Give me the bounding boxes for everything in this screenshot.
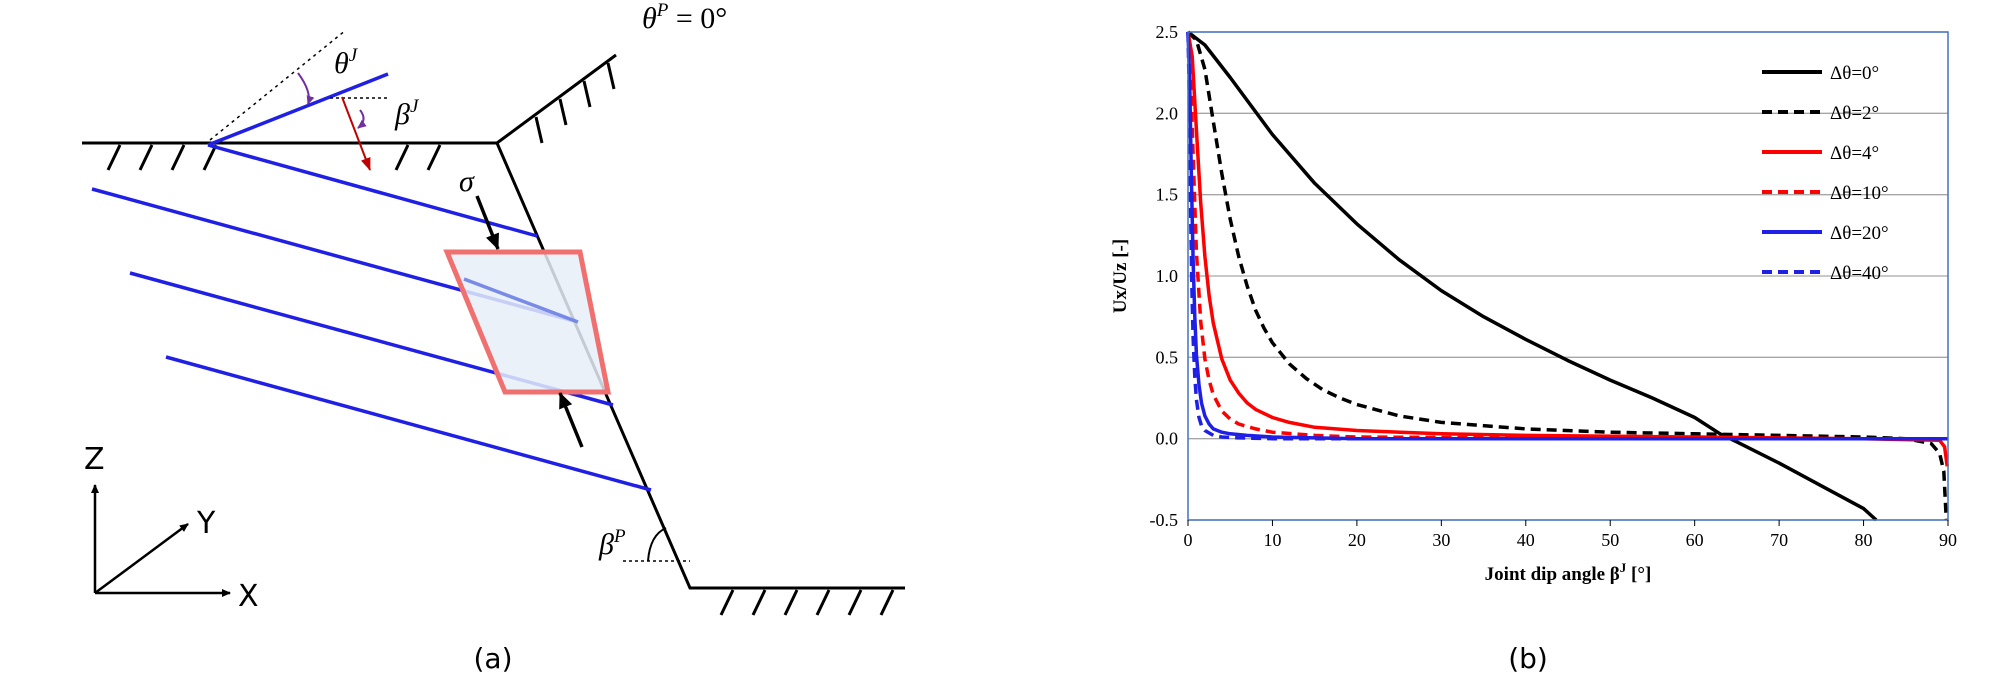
theta-j-superscript: J	[349, 45, 359, 66]
x-tick-label: 10	[1263, 530, 1281, 550]
y-tick-label: 1.5	[1156, 185, 1179, 205]
normal-vector-arrow	[341, 96, 371, 171]
x-tick-label: 30	[1432, 530, 1450, 550]
x-tick-label: 90	[1939, 530, 1957, 550]
x-axis-label-superscript: J	[1620, 560, 1627, 575]
x-tick-label: 60	[1686, 530, 1704, 550]
panel-a-caption: (a)	[473, 642, 512, 675]
stress-arrow-bottom	[558, 392, 584, 448]
axis-x-label: X	[238, 579, 259, 614]
legend-label: Δθ=10°	[1830, 183, 1889, 204]
ground-hatching	[106, 62, 895, 616]
rock-element	[443, 249, 612, 395]
x-tick-label: 70	[1770, 530, 1788, 550]
series-line-2	[1186, 31, 1949, 467]
y-tick-label: 2.0	[1156, 103, 1179, 123]
theta-p-superscript: P	[656, 0, 669, 21]
line-chart: -0.5 0.0 0.5 1.0 1.5 2.0 2.5 0 10 20 30 40 50 60 70 80…	[1110, 22, 1957, 675]
x-tick-label: 0	[1184, 530, 1193, 550]
theta-p-symbol: θ	[642, 2, 657, 35]
slope-schematic: σ θJ βJ θP = 0° βP Z Y X (a)	[82, 0, 905, 675]
svg-text:θJ: θJ	[334, 45, 359, 80]
legend-label: Δθ=0°	[1830, 63, 1879, 84]
sigma-label: σ	[459, 165, 475, 198]
y-tick-label: 0.5	[1156, 347, 1179, 367]
y-tick-label: 1.0	[1156, 266, 1179, 286]
x-tick-label: 20	[1348, 530, 1366, 550]
y-tick-label: 0.0	[1156, 429, 1179, 449]
y-tick-label: -0.5	[1150, 510, 1179, 530]
theta-p-value: = 0°	[668, 2, 727, 35]
x-tick-labels: 0 10 20 30 40 50 60 70 80 90	[1184, 520, 1957, 550]
stress-arrow-top	[475, 195, 500, 250]
x-tick-label: 80	[1855, 530, 1873, 550]
legend: Δθ=0° Δθ=2° Δθ=4° Δθ=10° Δθ=20° Δθ=40°	[1762, 63, 1889, 284]
beta-p-arc	[647, 527, 667, 562]
x-tick-label: 50	[1601, 530, 1619, 550]
axis-z-label: Z	[84, 442, 105, 477]
legend-label: Δθ=20°	[1830, 223, 1889, 244]
theta-j-symbol: θ	[334, 47, 349, 80]
x-tick-label: 40	[1517, 530, 1535, 550]
y-tick-label: 2.5	[1156, 22, 1179, 42]
svg-text:βP: βP	[598, 526, 626, 561]
coordinate-axes: Z Y X	[84, 442, 259, 614]
theta-j-arc	[297, 72, 315, 105]
beta-j-symbol: β	[394, 98, 410, 131]
legend-label: Δθ=40°	[1830, 263, 1889, 284]
panel-b-caption: (b)	[1508, 642, 1548, 675]
x-axis-label: Joint dip angle βJ [°]	[1485, 560, 1652, 585]
theta-j-reference-line	[209, 29, 347, 141]
series-line-0	[1186, 30, 1878, 522]
series-lines	[1186, 30, 1949, 522]
beta-j-arc	[357, 109, 367, 129]
svg-text:βJ: βJ	[394, 96, 420, 131]
upper-face-line	[496, 53, 617, 145]
beta-j-superscript: J	[410, 96, 420, 117]
legend-label: Δθ=4°	[1830, 143, 1879, 164]
theta-p-label: θP = 0°	[642, 0, 727, 35]
plot-frame	[1187, 31, 1949, 521]
legend-label: Δθ=2°	[1830, 103, 1879, 124]
axis-y-label: Y	[196, 506, 216, 541]
series-line-5	[1186, 31, 1948, 441]
y-axis-label: Ux/Uz [-]	[1110, 239, 1131, 313]
beta-p-superscript: P	[613, 526, 626, 547]
beta-p-symbol: β	[598, 528, 614, 561]
y-tick-labels: -0.5 0.0 0.5 1.0 1.5 2.0 2.5	[1150, 22, 1179, 530]
